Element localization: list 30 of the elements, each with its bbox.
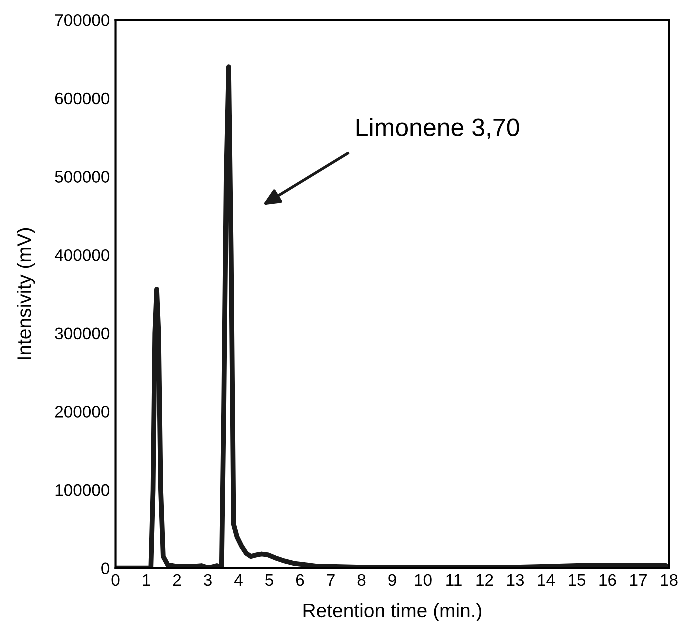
- x-tick-label: 16: [600, 574, 616, 586]
- y-tick-label: 500000: [55, 171, 110, 183]
- x-tick-label: 18: [661, 574, 678, 586]
- y-axis-title: Intensivity (mV): [17, 228, 36, 360]
- y-tick-label: 400000: [54, 249, 110, 262]
- x-tick-label: 1: [143, 574, 150, 586]
- x-tick-label: 9: [388, 574, 396, 586]
- x-tick-label: 0: [112, 574, 120, 586]
- y-tick-label: 200000: [55, 406, 110, 418]
- x-tick-label: 17: [630, 574, 647, 586]
- y-tick-label: 300000: [55, 328, 110, 340]
- x-axis-title: Retention time (min.): [304, 603, 482, 622]
- y-tick-label: 700000: [55, 14, 110, 26]
- x-tick-label: 14: [538, 574, 556, 586]
- x-tick-label: 10: [415, 574, 432, 586]
- x-tick-label: 6: [296, 574, 304, 586]
- y-tick-label: 100000: [56, 484, 110, 496]
- x-tick-label: 2: [173, 574, 182, 586]
- x-tick-label: 12: [476, 574, 494, 586]
- x-tick-label: 5: [266, 574, 274, 586]
- x-tick-label: 15: [569, 574, 586, 586]
- y-tick-label: 600000: [55, 92, 110, 105]
- annotation: Limonene 3,70: [356, 118, 520, 140]
- x-tick-label: 7: [327, 574, 335, 586]
- y-tick-label: 0: [102, 562, 110, 575]
- x-tick-label: 3: [204, 574, 212, 586]
- x-tick-label: 8: [358, 574, 366, 586]
- x-tick-label: 11: [446, 574, 462, 586]
- x-tick-label: 4: [234, 574, 243, 586]
- x-tick-label: 13: [508, 574, 524, 586]
